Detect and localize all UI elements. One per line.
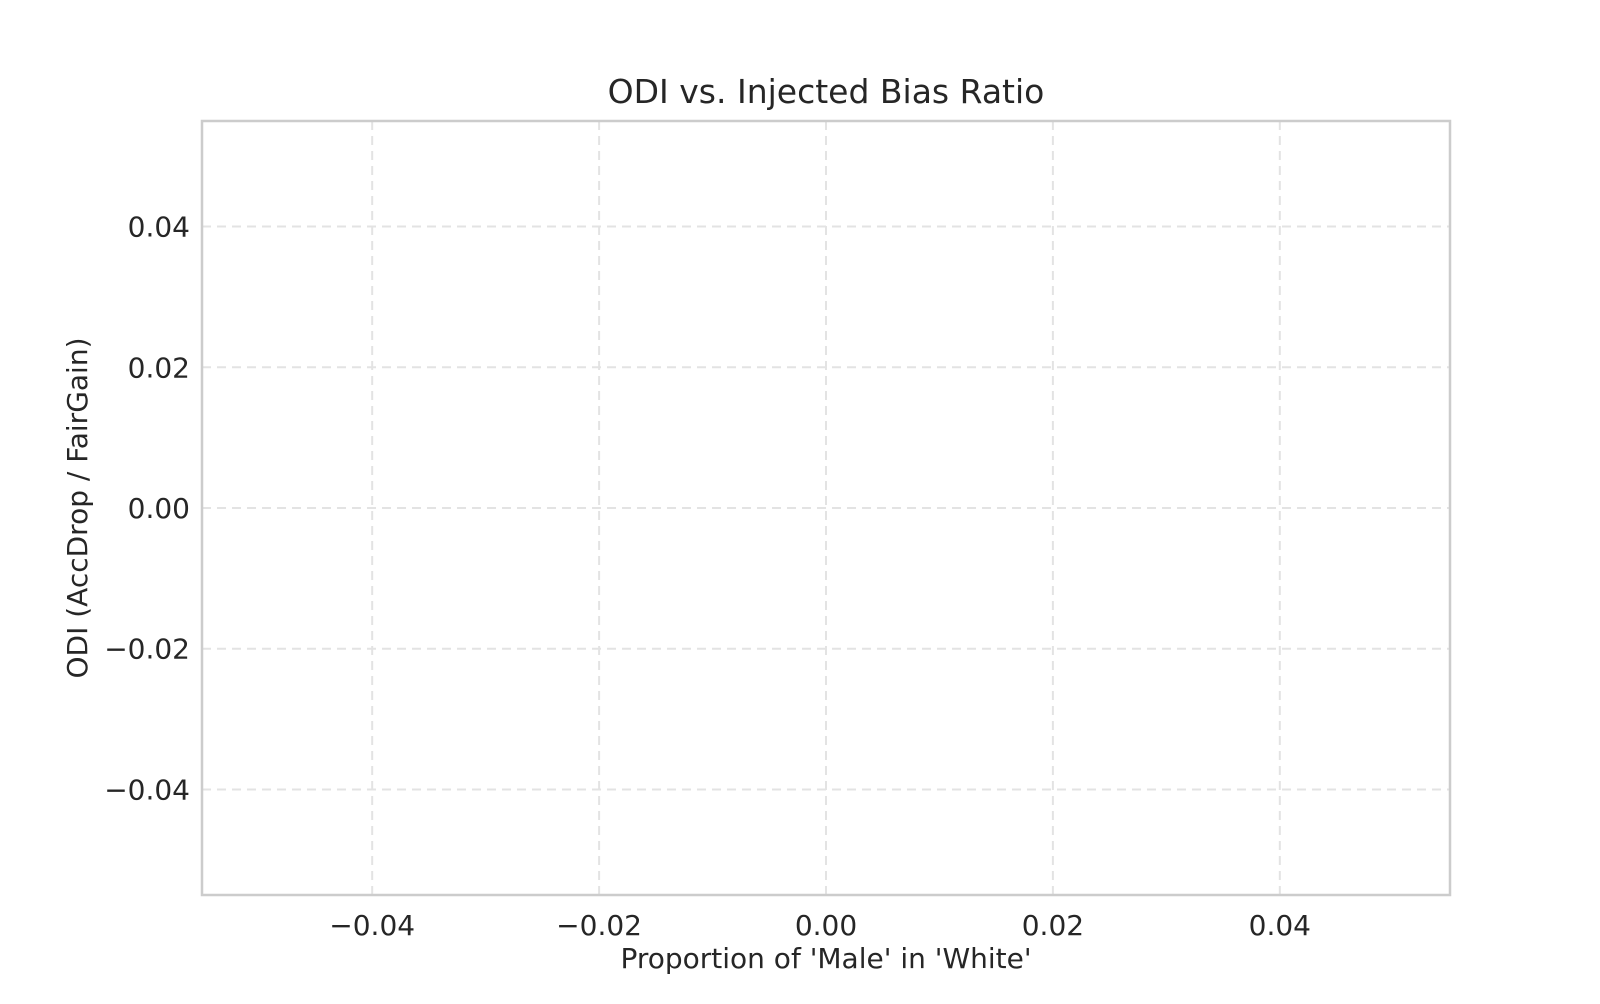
x-tick-label: 0.04 xyxy=(1249,909,1311,942)
plot-frame xyxy=(200,119,1452,897)
x-tick-label: 0.00 xyxy=(795,909,857,942)
y-tick-label: 0.02 xyxy=(128,351,190,384)
y-axis-label: ODI (AccDrop / FairGain) xyxy=(61,337,94,678)
x-tick-label: −0.02 xyxy=(556,909,642,942)
x-tick-label: −0.04 xyxy=(329,909,415,942)
y-tick-label: −0.04 xyxy=(104,773,190,806)
grid-layer xyxy=(202,121,1450,895)
y-tick-label: 0.04 xyxy=(128,211,190,244)
tick-label-layer: −0.04 −0.02 0.00 0.02 0.04 −0.04 −0.02 0.00 0.02… xyxy=(104,211,1311,942)
y-tick-label: 0.00 xyxy=(128,492,190,525)
y-tick-label: −0.02 xyxy=(104,633,190,666)
x-tick-label: 0.02 xyxy=(1022,909,1084,942)
x-axis-label: Proportion of 'Male' in 'White' xyxy=(620,942,1031,975)
chart-title: ODI vs. Injected Bias Ratio xyxy=(608,72,1045,111)
